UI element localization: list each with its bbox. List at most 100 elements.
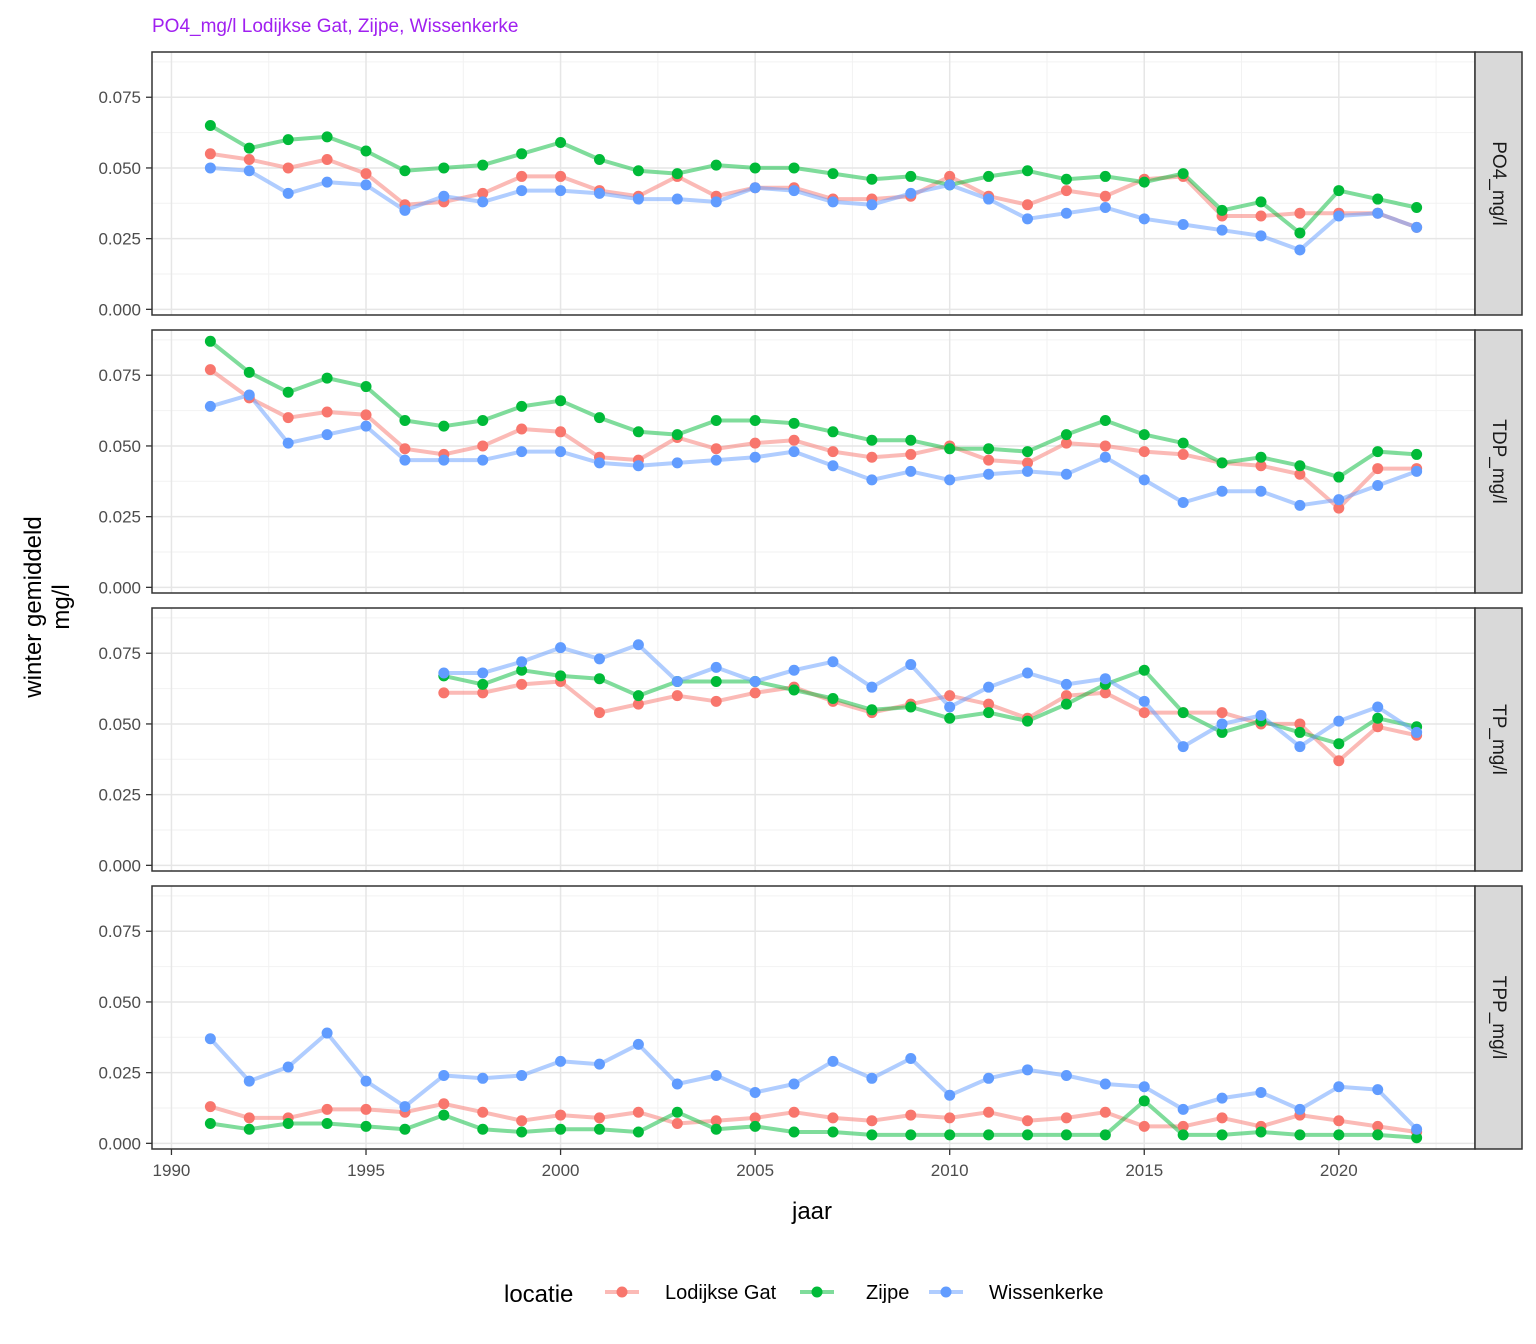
data-point — [1294, 207, 1306, 219]
data-point — [983, 681, 995, 693]
data-point — [360, 1075, 372, 1087]
data-point — [1099, 673, 1111, 685]
data-point — [399, 1123, 411, 1135]
data-point — [1022, 199, 1034, 211]
data-point — [788, 185, 800, 197]
data-point — [321, 406, 333, 418]
data-point — [1177, 1103, 1189, 1115]
data-point — [983, 1106, 995, 1118]
data-point — [243, 165, 255, 177]
data-point — [1138, 707, 1150, 719]
data-point — [827, 692, 839, 704]
facet-strip — [1474, 885, 1523, 1150]
facet-strip-label: PO4_mg/l — [1488, 141, 1509, 225]
data-point — [1177, 1120, 1189, 1132]
data-point — [671, 193, 683, 205]
data-point — [1333, 755, 1345, 767]
data-point — [749, 1120, 761, 1132]
data-point — [204, 1101, 216, 1113]
legend-label: Zijpe — [866, 1282, 909, 1304]
y-tick-label: 0.075 — [98, 922, 141, 941]
data-point — [321, 1027, 333, 1039]
data-point — [788, 162, 800, 174]
y-tick-label: 0.000 — [98, 578, 141, 597]
data-point — [866, 434, 878, 446]
facet-strip-label: TDP_mg/l — [1488, 419, 1509, 503]
legend-title: locatie — [504, 1281, 573, 1308]
data-point — [1177, 448, 1189, 460]
data-point — [1138, 695, 1150, 707]
y-tick-label: 0.025 — [98, 1064, 141, 1083]
data-point — [1216, 224, 1228, 236]
data-point — [516, 446, 528, 458]
data-point — [1333, 185, 1345, 197]
data-point — [399, 1101, 411, 1113]
data-point — [593, 1123, 605, 1135]
legend-item-wissenkerke: Wissenkerke — [929, 1282, 1103, 1304]
data-point — [321, 1118, 333, 1130]
data-point — [983, 454, 995, 466]
data-point — [905, 465, 917, 477]
data-point — [477, 667, 489, 679]
y-tick-label: 0.050 — [98, 159, 141, 178]
data-point — [516, 678, 528, 690]
data-point — [1372, 712, 1384, 724]
data-point — [788, 684, 800, 696]
data-point — [282, 437, 294, 449]
data-point — [1138, 1120, 1150, 1132]
data-point — [360, 1103, 372, 1115]
data-point — [1294, 741, 1306, 753]
data-point — [1333, 1115, 1345, 1127]
data-point — [1255, 196, 1267, 208]
data-point — [360, 168, 372, 180]
legend-item-zijpe: Zijpe — [800, 1282, 909, 1304]
data-point — [555, 1123, 567, 1135]
data-point — [1099, 414, 1111, 426]
data-point — [282, 134, 294, 146]
data-point — [710, 695, 722, 707]
data-point — [1216, 1112, 1228, 1124]
data-point — [477, 678, 489, 690]
data-point — [1294, 499, 1306, 511]
data-point — [827, 446, 839, 458]
data-point — [749, 182, 761, 194]
series-line-zijpe — [441, 668, 1419, 746]
data-point — [1022, 715, 1034, 727]
data-point — [944, 170, 956, 182]
data-point — [788, 446, 800, 458]
facet-strip — [1474, 329, 1523, 594]
x-axis: 1990 1995 2000 2005 2010 2015 2020 — [153, 1149, 1358, 1180]
data-point — [710, 1069, 722, 1081]
x-axis-title: jaar — [791, 1198, 832, 1225]
data-point — [944, 712, 956, 724]
data-point — [477, 440, 489, 452]
data-point — [1022, 165, 1034, 177]
data-point — [1060, 690, 1072, 702]
y-tick-label: 0.075 — [98, 88, 141, 107]
data-point — [671, 457, 683, 469]
y-axis-title-line1: winter gemiddeld — [20, 516, 47, 698]
data-point — [1138, 176, 1150, 188]
data-point — [1216, 485, 1228, 497]
data-point — [1177, 219, 1189, 231]
data-point — [1138, 1081, 1150, 1093]
data-point — [866, 199, 878, 211]
data-point — [749, 676, 761, 688]
data-point — [1177, 497, 1189, 509]
data-point — [632, 1126, 644, 1138]
data-point — [516, 170, 528, 182]
data-point — [360, 179, 372, 191]
data-point — [749, 1086, 761, 1098]
data-point — [1216, 1129, 1228, 1141]
data-point — [477, 1072, 489, 1084]
series-points-zijpe — [204, 120, 1423, 239]
data-point — [710, 414, 722, 426]
data-point — [555, 136, 567, 148]
panel-po4-mg-l: 0.000 0.025 0.050 0.075 PO4_mg/l — [98, 51, 1523, 319]
y-tick-label: 0.050 — [98, 993, 141, 1012]
data-point — [944, 443, 956, 455]
data-point — [1138, 213, 1150, 225]
data-point — [204, 400, 216, 412]
series-points-zijpe — [204, 1095, 1423, 1144]
data-point — [710, 454, 722, 466]
